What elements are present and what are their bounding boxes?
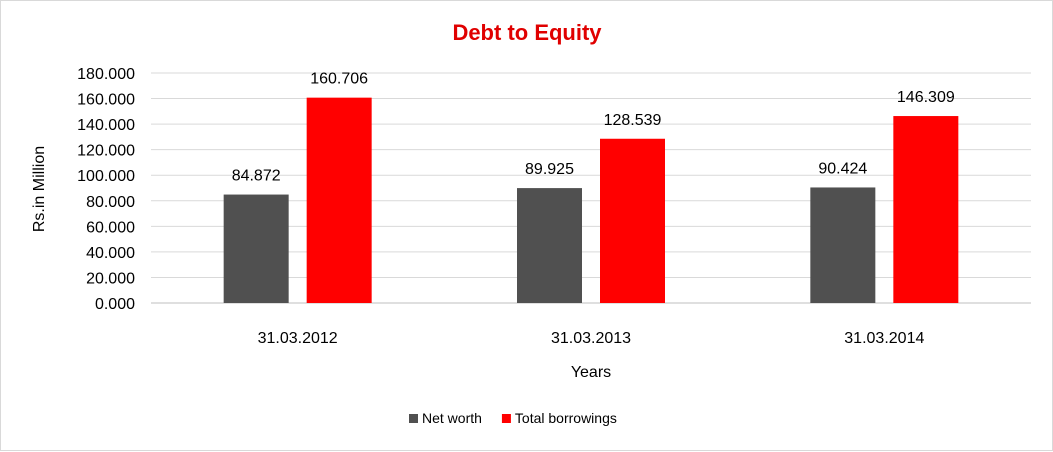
bars [223, 97, 959, 303]
legend: Net worth Total borrowings [409, 410, 617, 426]
data-label: 84.872 [232, 168, 281, 185]
y-tick-label: 60.000 [86, 219, 135, 236]
x-axis-label: Years [571, 364, 611, 381]
y-tick-label: 120.000 [77, 143, 135, 160]
chart-title: Debt to Equity [452, 20, 602, 45]
bar [306, 97, 372, 303]
y-tick-label: 80.000 [86, 194, 135, 211]
y-tick-label: 180.000 [77, 66, 135, 83]
y-tick-label: 100.000 [77, 168, 135, 185]
x-tick-label: 31.03.2014 [844, 330, 924, 347]
y-tick-label: 160.000 [77, 92, 135, 109]
data-label: 160.706 [310, 71, 368, 88]
bar [893, 116, 959, 303]
data-label: 146.309 [897, 89, 955, 106]
y-axis-label: Rs.in Million [31, 146, 48, 232]
y-tick-label: 20.000 [86, 270, 135, 287]
legend-label: Total borrowings [515, 410, 617, 426]
legend-swatch [409, 414, 418, 423]
x-axis-ticks: 31.03.2012 31.03.2013 31.03.2014 [258, 330, 925, 347]
legend-swatch [501, 414, 511, 423]
y-tick-label: 0.000 [95, 296, 135, 313]
y-tick-label: 40.000 [86, 245, 135, 262]
y-axis-ticks: 0.000 20.000 40.000 60.000 80.000 100.000 120.… [77, 66, 135, 313]
bar [517, 188, 582, 303]
data-label: 90.424 [818, 160, 867, 177]
data-label: 89.925 [525, 161, 574, 178]
legend-label: Net worth [422, 410, 482, 426]
bar [223, 194, 289, 303]
data-labels: 84.872 160.706 89.925 128.539 90.424 146.309 [232, 71, 955, 185]
x-tick-label: 31.03.2012 [258, 330, 338, 347]
gridlines [151, 72, 1031, 304]
y-tick-label: 140.000 [77, 117, 135, 134]
data-label: 128.539 [604, 112, 662, 129]
bar [600, 138, 665, 303]
bar [810, 187, 876, 303]
x-tick-label: 31.03.2013 [551, 330, 631, 347]
